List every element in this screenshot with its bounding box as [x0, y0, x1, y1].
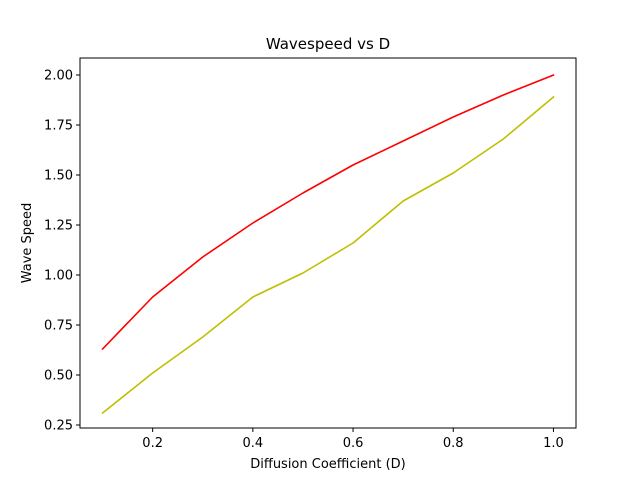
plot-area [101, 73, 555, 415]
chart-title: Wavespeed vs D [266, 35, 390, 53]
y-tick-label: 2.00 [44, 69, 73, 84]
y-tick-label: 0.75 [44, 319, 73, 334]
y-tick-label: 1.50 [44, 169, 73, 184]
y-tick-label: 0.25 [44, 419, 73, 434]
x-tick-label: 1.0 [543, 436, 564, 451]
x-tick-label: 0.8 [443, 436, 464, 451]
series-line-2 [101, 95, 555, 415]
x-tick-label: 0.4 [243, 436, 264, 451]
y-tick-label: 1.75 [44, 119, 73, 134]
x-axis-label: Diffusion Coefficient (D) [250, 457, 406, 472]
y-tick-label: 0.50 [44, 369, 73, 384]
axes-frame [79, 57, 577, 429]
y-tick-label: 1.25 [44, 219, 73, 234]
y-axis-label: Wave Speed [20, 203, 35, 284]
x-axis: 0.2 0.4 0.6 0.8 1.0 [142, 428, 564, 451]
x-tick-label: 0.6 [343, 436, 364, 451]
x-tick-label: 0.2 [142, 436, 163, 451]
y-axis: 0.25 0.50 0.75 1.00 1.25 1.50 1.75 2.00 [44, 69, 80, 434]
y-tick-label: 1.00 [44, 269, 73, 284]
series-line-1 [101, 73, 555, 351]
